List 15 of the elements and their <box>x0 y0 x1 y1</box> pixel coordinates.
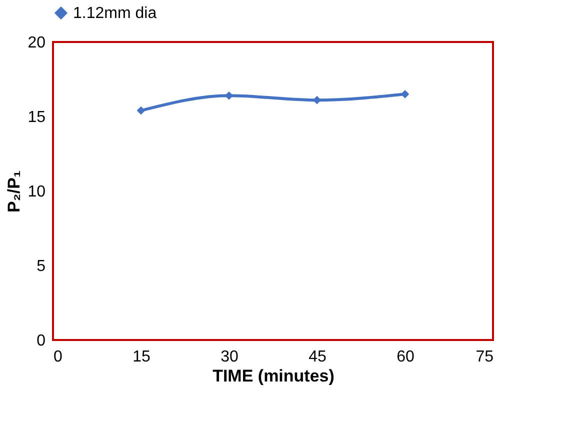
x-tick-label: 0 <box>54 348 62 366</box>
x-tick-label: 45 <box>308 348 326 366</box>
y-axis-title: P₂/P₁ <box>4 170 24 212</box>
y-tick-label: 10 <box>28 184 46 200</box>
x-tick-label: 30 <box>220 348 238 366</box>
x-axis-title: TIME (minutes) <box>212 366 334 386</box>
y-tick-label: 15 <box>28 109 46 126</box>
y-tick-label: 20 <box>28 34 46 52</box>
x-tick-label: 75 <box>476 348 494 366</box>
x-tick-label: 15 <box>132 348 150 366</box>
y-tick-label: 5 <box>36 258 46 275</box>
y-tick-label: 0 <box>36 332 46 350</box>
point <box>136 106 146 115</box>
legend-label: 1.12mm dia <box>73 5 157 22</box>
x-tick-label: 60 <box>396 348 414 366</box>
